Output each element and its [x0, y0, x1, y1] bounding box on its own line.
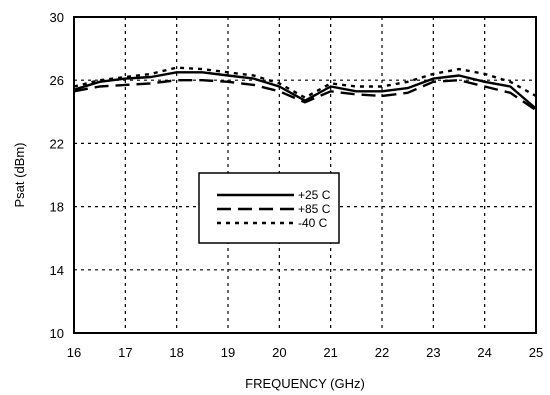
x-tick-label: 18	[169, 345, 183, 360]
legend-label-1: +25 C	[298, 188, 331, 202]
x-axis-label: FREQUENCY (GHz)	[245, 376, 365, 391]
legend: +25 C+85 C-40 C	[198, 172, 340, 244]
x-tick-label: 16	[67, 345, 81, 360]
series-line-1	[73, 71, 537, 110]
series-line-2	[73, 78, 537, 112]
x-tick-label: 22	[375, 345, 389, 360]
grid	[74, 17, 536, 333]
y-tick-label: 30	[50, 10, 64, 25]
x-tick-label: 23	[426, 345, 440, 360]
y-tick-label: 10	[50, 326, 64, 341]
legend-label-3: -40 C	[298, 216, 328, 230]
y-tick-label: 26	[50, 73, 64, 88]
series-line-3	[73, 66, 537, 99]
series-layer	[73, 66, 537, 112]
plot-frame	[73, 16, 537, 334]
y-tick-labels: 10 14 18 22 26 30	[50, 10, 64, 341]
y-tick-label: 14	[50, 263, 64, 278]
y-axis-label: Psat (dBm)	[12, 142, 27, 207]
y-tick-label: 18	[50, 200, 64, 215]
y-tick-label: 22	[50, 136, 64, 151]
x-tick-label: 21	[323, 345, 337, 360]
legend-label-2: +85 C	[298, 202, 331, 216]
x-tick-labels: 16 17 18 19 20 21 22 23 24 25	[67, 345, 543, 360]
x-tick-label: 20	[272, 345, 286, 360]
x-tick-label: 19	[221, 345, 235, 360]
x-tick-label: 24	[477, 345, 491, 360]
x-tick-label: 17	[118, 345, 132, 360]
x-tick-label: 25	[529, 345, 543, 360]
